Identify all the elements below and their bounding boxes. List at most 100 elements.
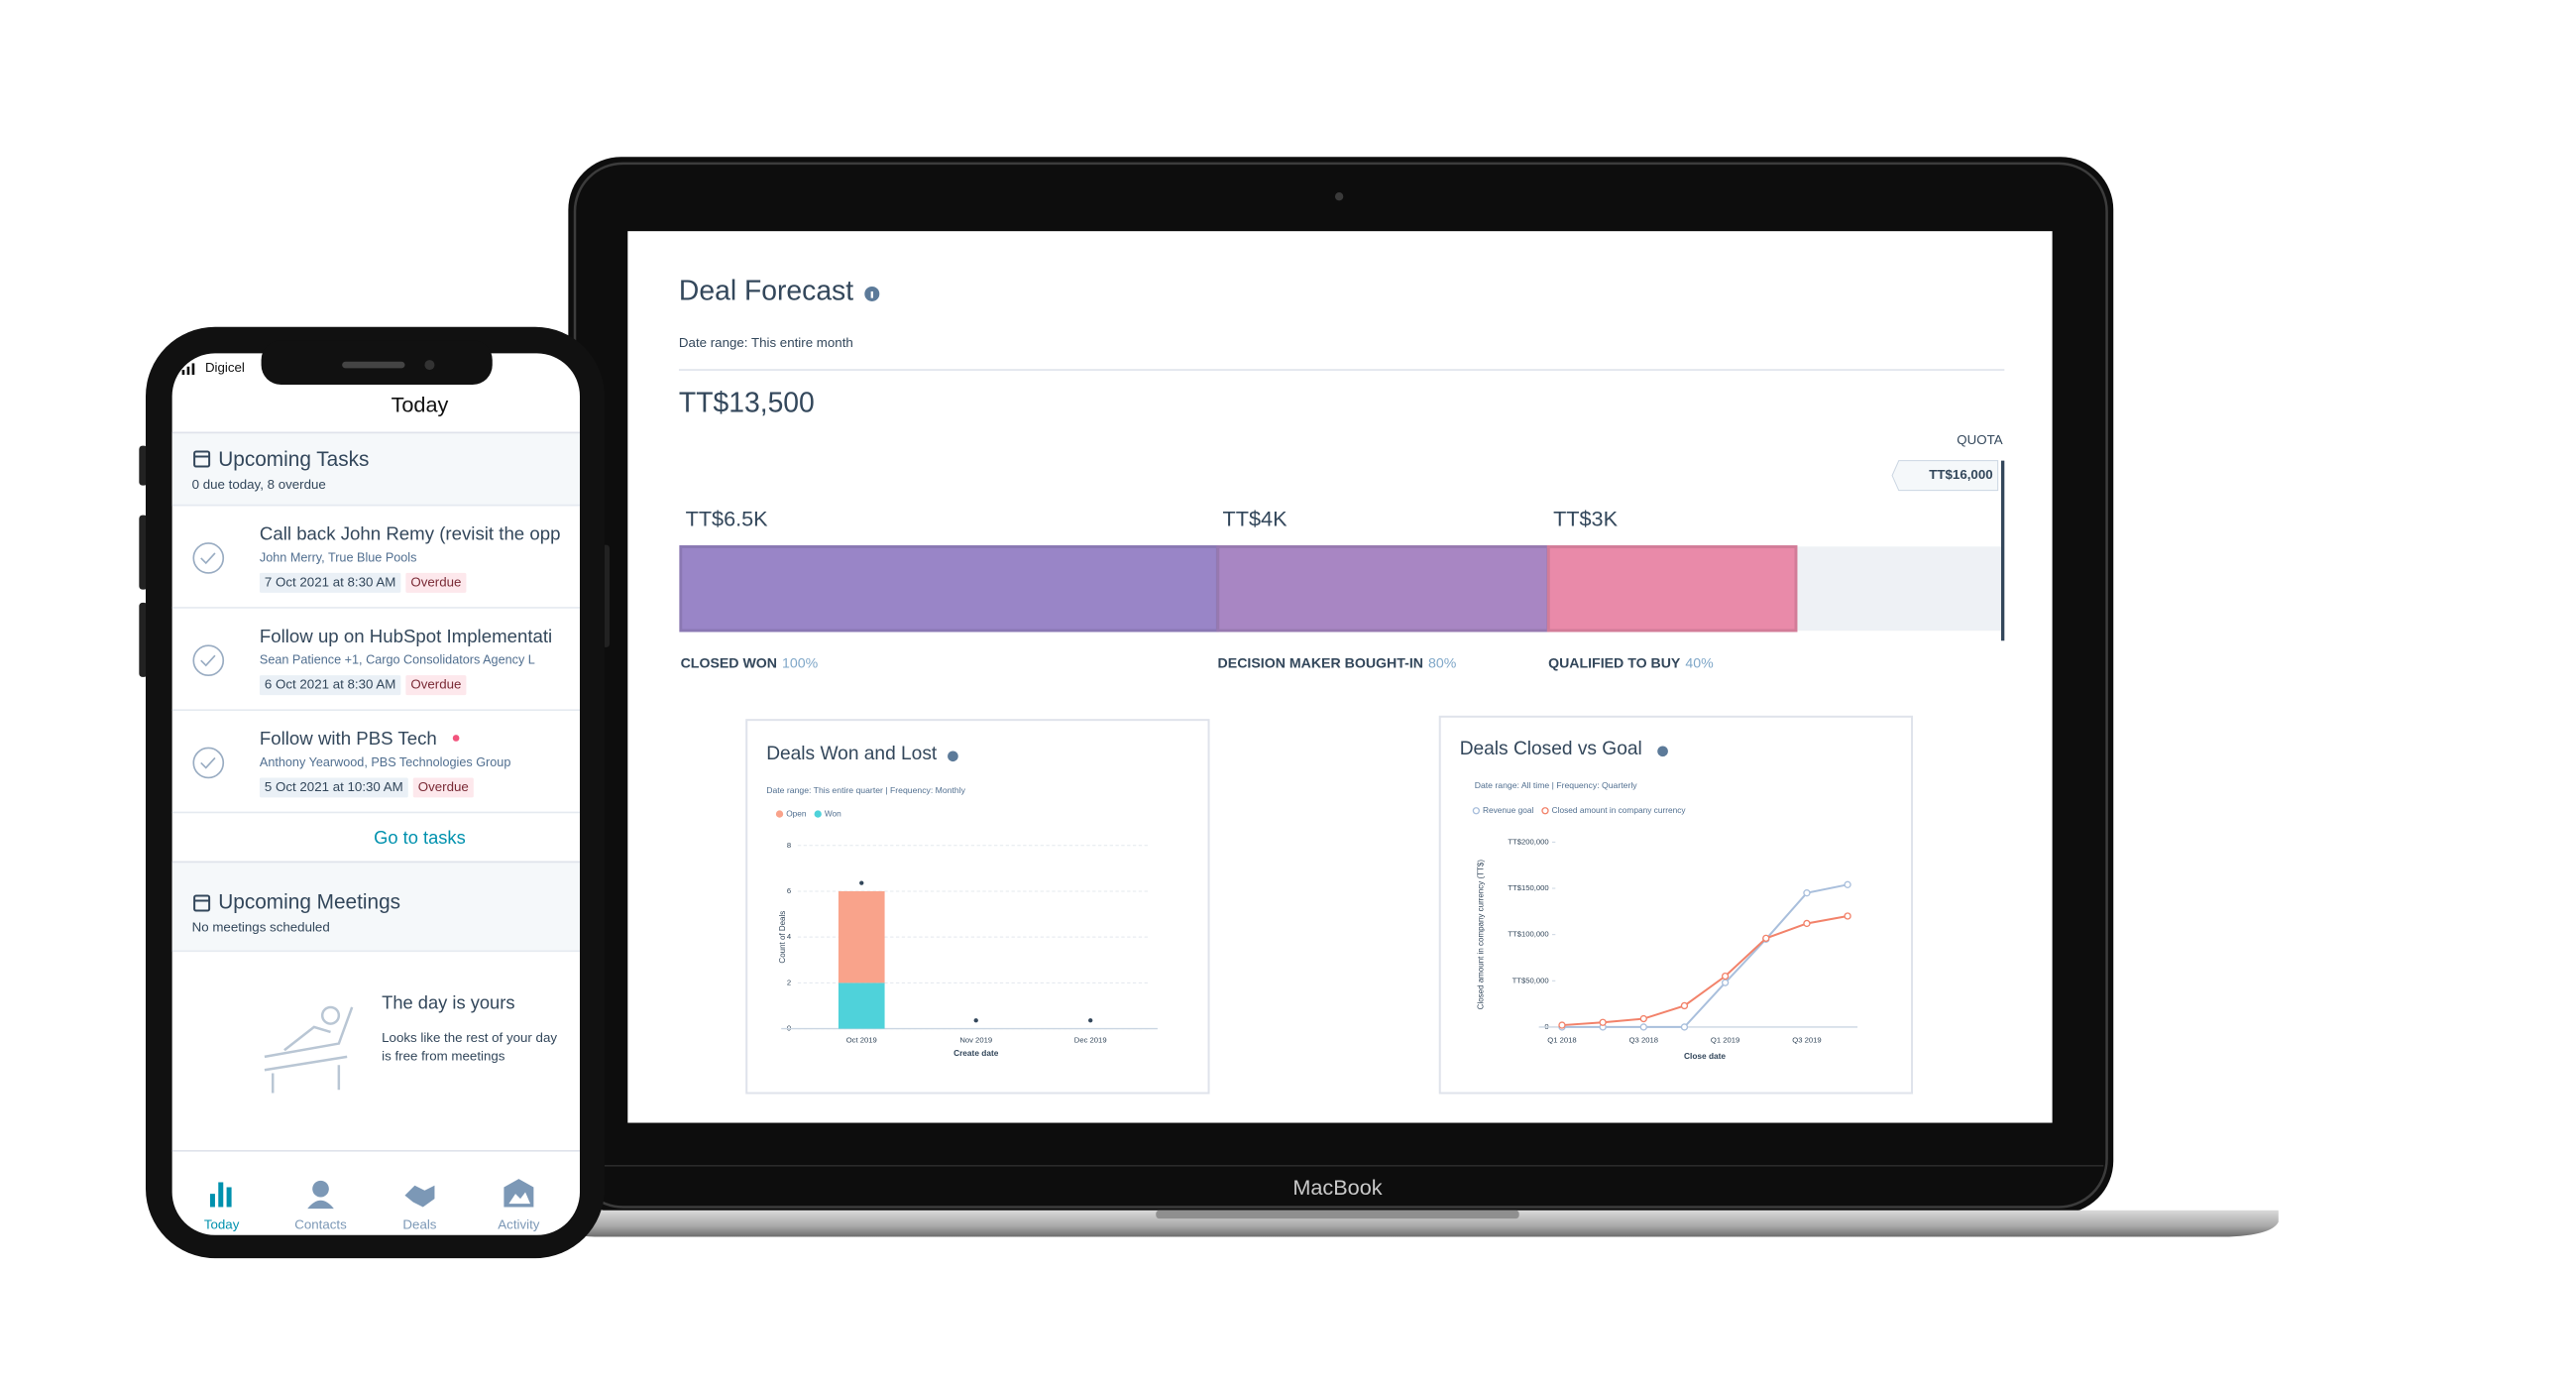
phone-button (139, 515, 148, 590)
legend-swatch (1541, 807, 1549, 815)
chart-subtitle: Date range: All time | Frequency: Quarte… (1475, 780, 1638, 790)
forecast-segment-fill (1219, 547, 1547, 630)
y-axis-label: Closed amount in company currency (TT$) (1476, 860, 1485, 1010)
info-icon (1657, 746, 1668, 757)
tab-icon-contacts (307, 1180, 334, 1210)
tab-icon (218, 1182, 224, 1208)
task-check (200, 654, 216, 667)
go-to-tasks-link[interactable]: Go to tasks (374, 827, 466, 848)
stage-name: DECISION MAKER BOUGHT-IN (1218, 654, 1423, 670)
y-tick-label: TT$100,000 (1508, 930, 1548, 939)
tab-icon (226, 1187, 232, 1208)
carrier: Digicel (205, 360, 245, 375)
segment-amount: TT$3K (1553, 506, 1619, 530)
empty-state-text: is free from meetings (382, 1048, 505, 1063)
task-contacts: Anthony Yearwood, PBS Technologies Group (260, 755, 510, 769)
forecast-segment-fill (682, 547, 1216, 630)
illustration-head (320, 1005, 341, 1025)
legend-label: Won (825, 808, 841, 818)
tab-label[interactable]: Activity (498, 1216, 540, 1231)
tab-label[interactable]: Contacts (294, 1216, 347, 1231)
tab-icon-today (209, 1182, 232, 1208)
y-tick-label: TT$200,000 (1508, 837, 1548, 846)
tab-icon (307, 1200, 334, 1210)
task-status: Overdue (418, 779, 469, 794)
chart-subtitle: Date range: This entire quarter | Freque… (766, 785, 965, 795)
task-title: Follow up on HubSpot Implementati (260, 626, 552, 646)
y-axis-label: Count of Deals (778, 911, 787, 964)
deal-forecast: Deal Forecast Date range: This entire mo… (678, 274, 2005, 670)
forecast-date-range: Date range: This entire month (679, 335, 853, 350)
phone-app: Upcoming Tasks 0 due today, 8 overdue Go… (171, 431, 581, 1231)
status-badge (405, 675, 467, 696)
task-check (200, 756, 216, 769)
task-checkbox (192, 747, 225, 779)
task-due: 7 Oct 2021 at 8:30 AM (265, 574, 395, 589)
y-tick-label: 4 (787, 932, 792, 941)
task-title: Follow with PBS Tech (260, 728, 437, 749)
quota-value: TT$16,000 (1929, 467, 1992, 482)
empty-state-text: Looks like the rest of your day (382, 1030, 557, 1045)
legend-label: Open (786, 808, 807, 818)
forecast-title: Deal Forecast (679, 274, 853, 305)
section-title: Upcoming Tasks (218, 448, 369, 471)
stage-name: QUALIFIED TO BUY (1548, 654, 1681, 670)
series-point (1639, 1023, 1647, 1031)
date-badge (259, 572, 401, 593)
total-marker (859, 880, 864, 885)
laptop-brand: MacBook (1292, 1175, 1382, 1200)
series-point (1721, 972, 1730, 981)
laptop-notch (1156, 1210, 1519, 1219)
signal-bar (181, 370, 185, 376)
tab-label[interactable]: Today (204, 1216, 240, 1231)
empty-state-title: The day is yours (382, 991, 514, 1012)
x-axis-label: Close date (1684, 1051, 1726, 1061)
x-axis-label: Create date (953, 1048, 999, 1058)
legend-label: Closed amount in company currency (1552, 805, 1687, 815)
y-tick-label: TT$150,000 (1508, 883, 1548, 892)
x-tick-label: Q3 2018 (1629, 1035, 1658, 1044)
series-point (1762, 934, 1770, 943)
illustration-chair (264, 1006, 354, 1094)
status-badge (405, 572, 467, 593)
segment-amount: TT$6.5K (686, 506, 769, 530)
series-line (1561, 915, 1848, 1027)
phone-button (139, 602, 148, 677)
lounge-illustration (264, 1005, 354, 1094)
series-point (1680, 1023, 1689, 1031)
total-marker (973, 1018, 978, 1023)
series-point (1803, 889, 1811, 897)
tab-label[interactable]: Deals (402, 1216, 436, 1231)
y-tick-label: TT$50,000 (1512, 976, 1549, 984)
task-title: Call back John Remy (revisit the opp (260, 523, 561, 544)
screen-title: Today (392, 392, 449, 416)
series-point (1639, 1014, 1647, 1023)
stage-label: CLOSED WON 100% (681, 654, 819, 670)
y-tick-label: 6 (787, 886, 791, 895)
total-marker (1088, 1018, 1093, 1023)
laptop-base (545, 1210, 2279, 1237)
section-summary: No meetings scheduled (192, 920, 330, 935)
task-contacts: Sean Patience +1, Cargo Consolidators Ag… (260, 653, 535, 667)
stage-label: DECISION MAKER BOUGHT-IN 80% (1218, 654, 1457, 670)
x-tick-label: Oct 2019 (846, 1035, 877, 1044)
task-status: Overdue (410, 677, 461, 692)
task-due: 6 Oct 2021 at 8:30 AM (265, 677, 395, 692)
chart-title: Deals Closed vs Goal (1460, 739, 1642, 759)
series-point (1721, 979, 1730, 986)
signal-bars (181, 363, 195, 376)
task-checkbox (192, 644, 225, 677)
y-tick-label: 2 (787, 978, 791, 986)
x-tick-label: Q3 2019 (1792, 1035, 1821, 1044)
chart-card (745, 719, 1210, 1095)
tab-icon-deals (404, 1185, 435, 1208)
section-header-bg (171, 862, 581, 952)
tab-icon (312, 1180, 329, 1198)
series-point (1803, 919, 1811, 928)
x-tick-label: Dec 2019 (1074, 1035, 1107, 1044)
stage-label: QUALIFIED TO BUY 40% (1548, 654, 1714, 670)
phone-camera (424, 360, 435, 371)
stage-probability: 80% (1428, 654, 1457, 670)
section-title: Upcoming Meetings (218, 891, 400, 914)
